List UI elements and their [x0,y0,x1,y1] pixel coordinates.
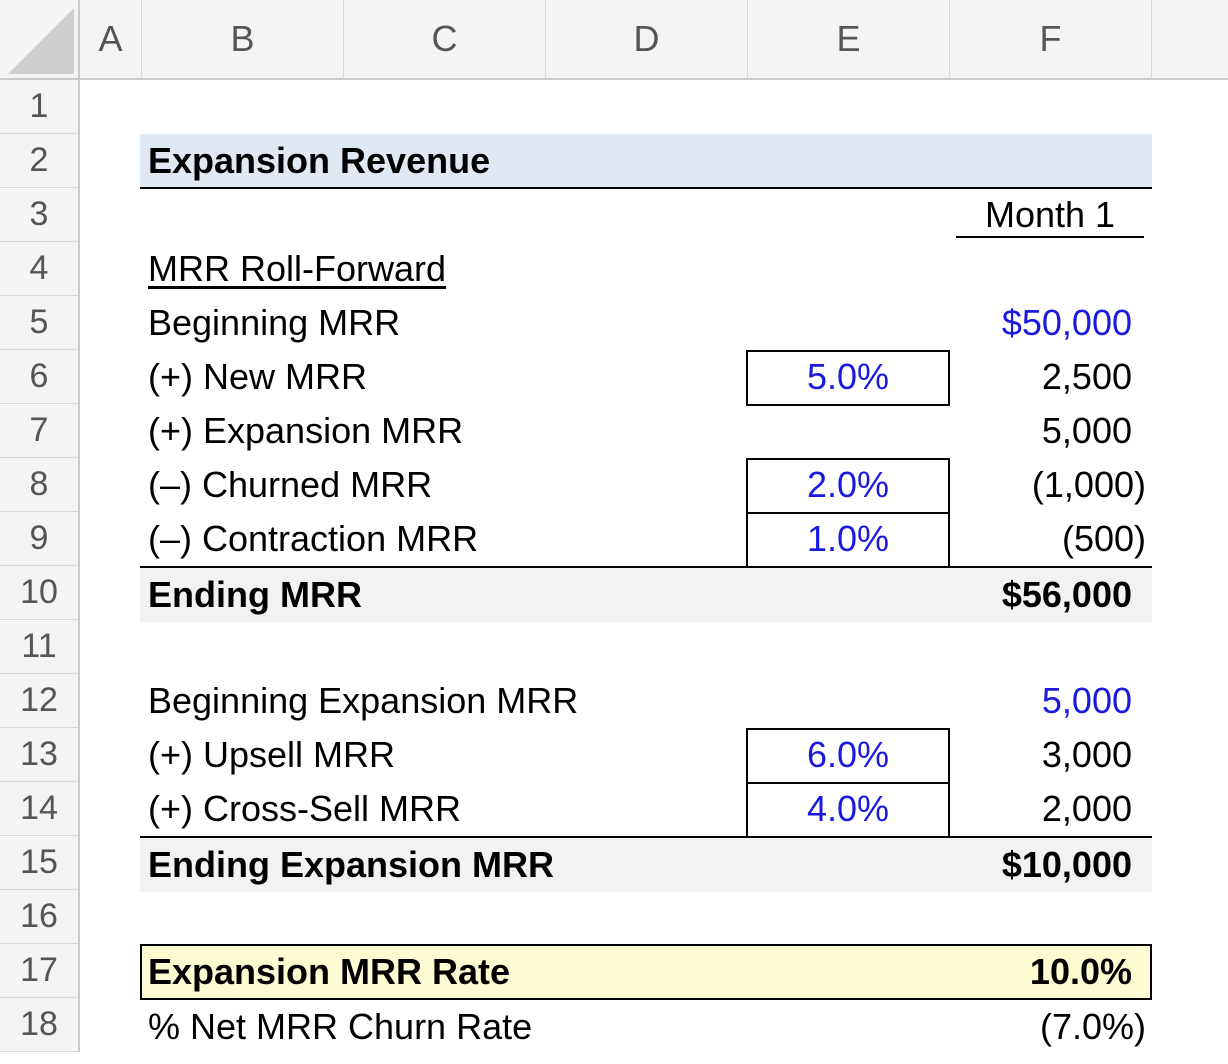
upsell-mrr-assumption[interactable]: 6.0% [806,734,890,775]
new-mrr-value[interactable]: 2,500 [1041,356,1132,397]
column-header-c[interactable]: C [344,0,546,80]
column-header-b[interactable]: B [142,0,344,80]
net-mrr-churn-rate-label[interactable]: % Net MRR Churn Rate [148,1006,533,1047]
column-header-g-partial[interactable] [1152,0,1228,80]
contraction-mrr-label[interactable]: (–) Contraction MRR [148,518,479,559]
contraction-mrr-value[interactable]: (500) [1061,518,1146,559]
churned-mrr-assumption[interactable]: 2.0% [806,464,890,505]
cross-sell-mrr-value[interactable]: 2,000 [1041,788,1132,829]
section-label-mrr-roll-forward[interactable]: MRR Roll-Forward [148,248,447,289]
new-mrr-label[interactable]: (+) New MRR [148,356,368,397]
ending-expansion-band [140,836,1152,892]
ending-expansion-mrr-value[interactable]: $10,000 [1001,844,1132,885]
ending-mrr-value[interactable]: $56,000 [1001,574,1132,615]
column-header-e[interactable]: E [748,0,950,80]
expansion-mrr-label[interactable]: (+) Expansion MRR [148,410,464,451]
ending-expansion-top-border [140,836,1152,838]
row-header-2[interactable]: 2 [0,134,80,188]
sheet-title[interactable]: Expansion Revenue [148,140,491,181]
select-all-corner[interactable] [0,0,80,80]
contraction-mrr-assumption[interactable]: 1.0% [806,518,890,559]
period-header[interactable]: Month 1 [984,194,1116,235]
ending-mrr-band [140,566,1152,622]
expansion-mrr-value[interactable]: 5,000 [1041,410,1132,451]
upsell-crosssell-divider [746,782,950,784]
row-header-13[interactable]: 13 [0,728,80,782]
row-header-1[interactable]: 1 [0,80,80,134]
row-header-8[interactable]: 8 [0,458,80,512]
churn-contraction-divider [746,512,950,514]
row-header-11[interactable]: 11 [0,620,80,674]
row-header-7[interactable]: 7 [0,404,80,458]
row-header-6[interactable]: 6 [0,350,80,404]
row-header-4[interactable]: 4 [0,242,80,296]
column-header-a[interactable]: A [80,0,142,80]
row-header-9[interactable]: 9 [0,512,80,566]
churned-mrr-label[interactable]: (–) Churned MRR [148,464,433,505]
beginning-mrr-value[interactable]: $50,000 [1001,302,1132,343]
row-header-18[interactable]: 18 [0,998,80,1052]
select-all-triangle-icon [8,8,74,74]
beginning-expansion-mrr-value[interactable]: 5,000 [1041,680,1132,721]
new-mrr-input-box [746,350,950,406]
row-header-3[interactable]: 3 [0,188,80,242]
cross-sell-mrr-label[interactable]: (+) Cross-Sell MRR [148,788,462,829]
upsell-mrr-value[interactable]: 3,000 [1041,734,1132,775]
row-header-12[interactable]: 12 [0,674,80,728]
row-header-5[interactable]: 5 [0,296,80,350]
row-header-16[interactable]: 16 [0,890,80,944]
upsell-mrr-label[interactable]: (+) Upsell MRR [148,734,396,775]
churned-mrr-value[interactable]: (1,000) [1031,464,1146,505]
column-header-f[interactable]: F [950,0,1152,80]
beginning-expansion-mrr-label[interactable]: Beginning Expansion MRR [148,680,579,721]
column-header-d[interactable]: D [546,0,748,80]
new-mrr-assumption[interactable]: 5.0% [806,356,890,397]
title-band [140,134,1152,188]
beginning-mrr-label[interactable]: Beginning MRR [148,302,401,343]
ending-expansion-mrr-label[interactable]: Ending Expansion MRR [148,844,555,885]
row-header-10[interactable]: 10 [0,566,80,620]
net-mrr-churn-rate-value[interactable]: (7.0%) [1039,1006,1146,1047]
expansion-mrr-rate-value[interactable]: 10.0% [1029,951,1132,992]
period-header-underline [956,236,1144,238]
expansion-mrr-rate-label[interactable]: Expansion MRR Rate [148,951,511,992]
ending-mrr-label[interactable]: Ending MRR [148,574,362,615]
row-header-17[interactable]: 17 [0,944,80,998]
title-underline [140,187,1152,189]
cross-sell-mrr-assumption[interactable]: 4.0% [806,788,890,829]
ending-mrr-top-border [140,566,1152,568]
row-header-15[interactable]: 15 [0,836,80,890]
expansion-rate-highlight-box [140,944,1152,1000]
row-header-14[interactable]: 14 [0,782,80,836]
